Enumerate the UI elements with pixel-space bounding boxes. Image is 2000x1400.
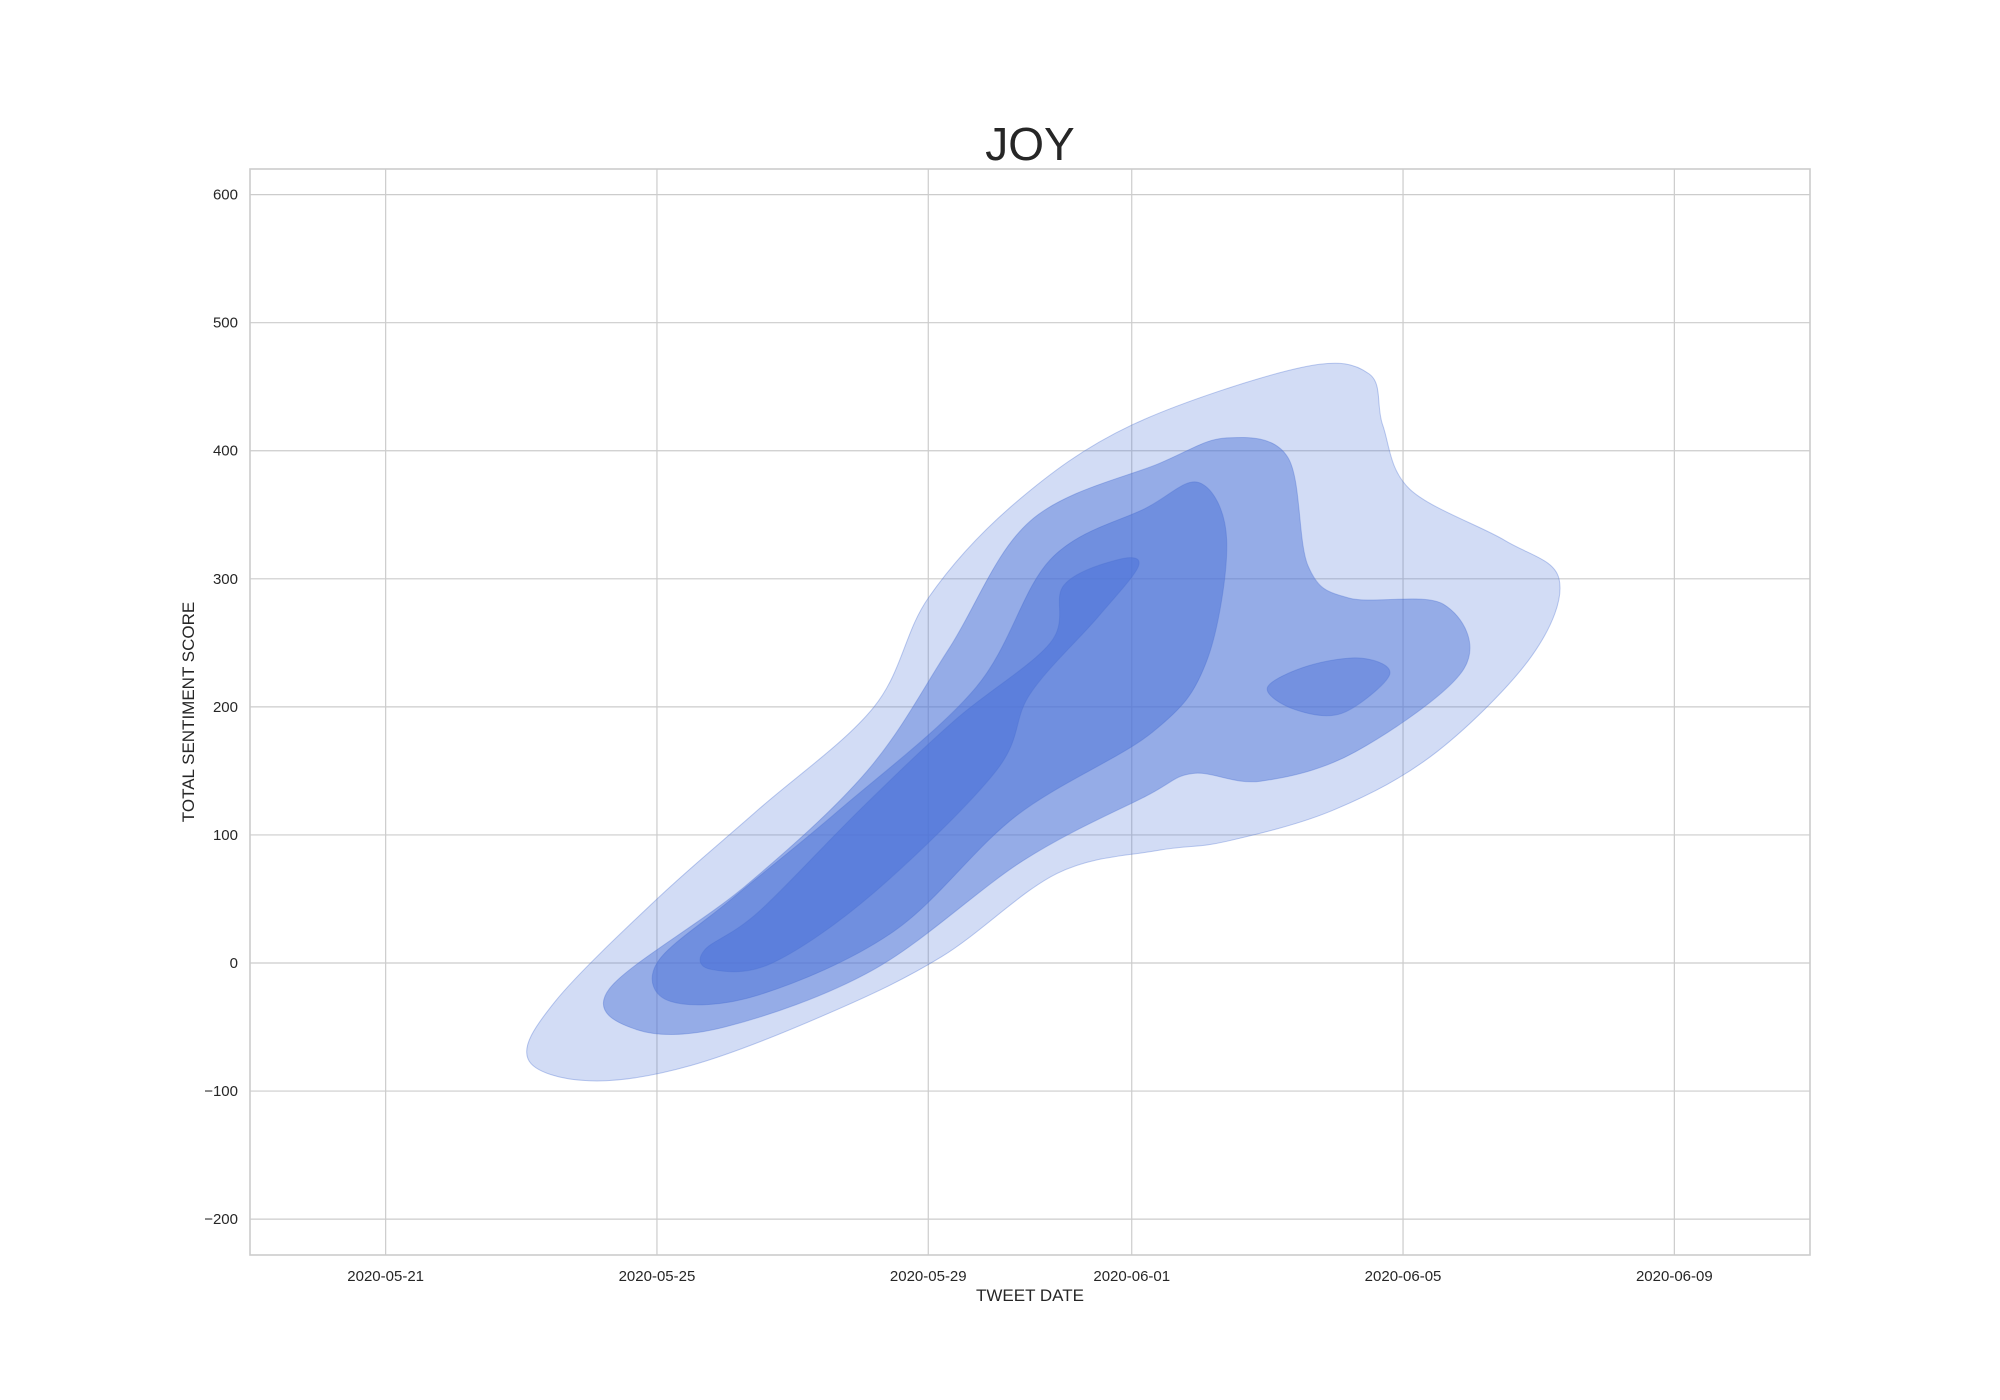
x-tick-label: 2020-06-01 [1093, 1268, 1170, 1285]
y-tick-label: 0 [230, 955, 238, 972]
x-axis-ticks: 2020-05-21 2020-05-25 2020-05-29 2020-06-01… [347, 1268, 1712, 1285]
x-tick-label: 2020-05-25 [619, 1268, 696, 1285]
density-contours [526, 362, 1561, 1082]
x-tick-label: 2020-05-21 [347, 1268, 424, 1285]
y-axis-ticks: −200 −100 0 100 200 300 400 500 600 [204, 187, 238, 1229]
y-tick-label: −100 [204, 1083, 238, 1100]
x-axis-label: TWEET DATE [976, 1286, 1084, 1305]
density-contour-level-4 [699, 557, 1140, 973]
y-tick-label: 100 [213, 827, 238, 844]
y-axis-label: TOTAL SENTIMENT SCORE [179, 602, 198, 822]
density-contour-level-5 [1266, 657, 1391, 717]
plot-frame [249, 168, 1811, 1256]
chart-title: JOY [985, 118, 1074, 170]
y-tick-label: −200 [204, 1211, 238, 1228]
y-tick-label: 500 [213, 315, 238, 332]
y-tick-label: 200 [213, 699, 238, 716]
x-tick-label: 2020-06-09 [1636, 1268, 1713, 1285]
y-tick-label: 300 [213, 571, 238, 588]
x-tick-label: 2020-05-29 [890, 1268, 967, 1285]
y-tick-label: 400 [213, 443, 238, 460]
x-tick-label: 2020-06-05 [1365, 1268, 1442, 1285]
y-tick-label: 600 [213, 187, 238, 204]
